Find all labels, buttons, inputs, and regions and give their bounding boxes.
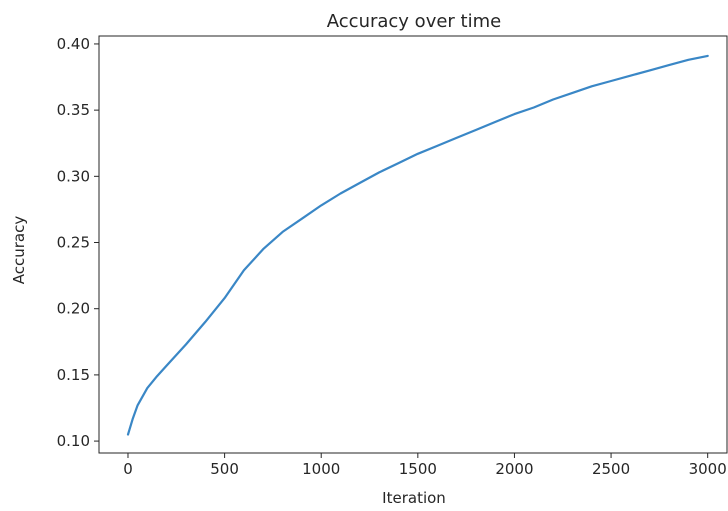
x-tick-label: 2000	[495, 460, 533, 478]
chart-title: Accuracy over time	[327, 11, 501, 32]
y-tick-label: 0.30	[57, 167, 90, 185]
y-tick-label: 0.15	[57, 366, 90, 384]
x-tick-label: 500	[210, 460, 239, 478]
x-tick-label: 1000	[302, 460, 340, 478]
y-axis-ticks: 0.10 0.15 0.20 0.25 0.30 0.35 0.40	[57, 35, 99, 450]
y-tick-label: 0.40	[57, 35, 90, 53]
x-tick-label: 2500	[592, 460, 630, 478]
y-tick-label: 0.25	[57, 234, 90, 252]
y-tick-label: 0.20	[57, 300, 90, 318]
x-axis-title: Iteration	[382, 489, 446, 507]
accuracy-line	[126, 54, 709, 436]
x-tick-label: 1500	[399, 460, 437, 478]
y-axis-title: Accuracy	[10, 216, 28, 285]
y-tick-label: 0.10	[57, 432, 90, 450]
y-tick-label: 0.35	[57, 101, 90, 119]
plot-frame	[98, 35, 728, 454]
x-tick-label: 0	[123, 460, 133, 478]
x-tick-label: 3000	[689, 460, 727, 478]
x-axis-ticks: 0 500 1000 1500 2000 2500 3000	[123, 453, 727, 478]
